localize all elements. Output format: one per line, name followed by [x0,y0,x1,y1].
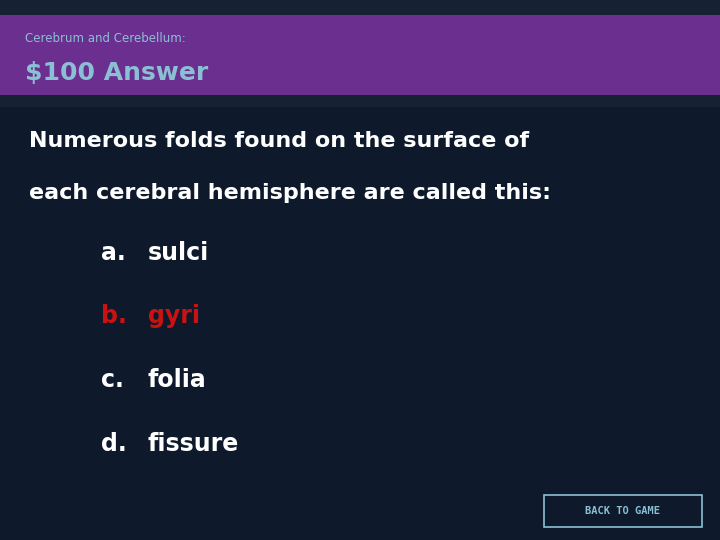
Text: fissure: fissure [148,432,239,456]
FancyBboxPatch shape [0,0,720,15]
FancyBboxPatch shape [0,15,720,95]
Text: a.: a. [101,241,125,265]
Text: Numerous folds found on the surface of: Numerous folds found on the surface of [29,131,529,151]
FancyBboxPatch shape [0,95,720,107]
Text: folia: folia [148,368,207,392]
Text: each cerebral hemisphere are called this:: each cerebral hemisphere are called this… [29,183,551,202]
Text: d.: d. [101,432,127,456]
Text: $100 Answer: $100 Answer [25,61,209,85]
Text: gyri: gyri [148,305,199,328]
Text: Cerebrum and Cerebellum:: Cerebrum and Cerebellum: [25,32,186,45]
Text: b.: b. [101,305,127,328]
FancyBboxPatch shape [544,495,702,526]
Text: c.: c. [101,368,124,392]
Text: sulci: sulci [148,241,209,265]
Text: BACK TO GAME: BACK TO GAME [585,506,660,516]
